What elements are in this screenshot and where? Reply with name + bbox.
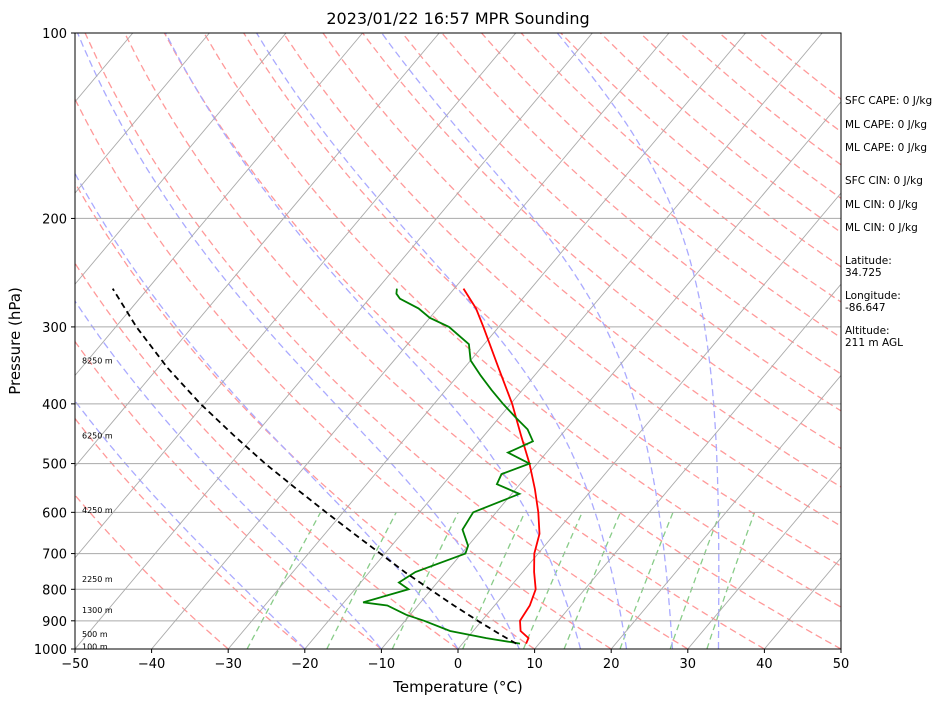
x-tick-label: −30 bbox=[214, 657, 241, 672]
isotherm-line bbox=[151, 33, 670, 649]
dry-adiabat-line bbox=[282, 33, 841, 527]
y-tick-label: 200 bbox=[42, 212, 67, 227]
profile-line-1 bbox=[462, 288, 541, 644]
y-tick-label: 800 bbox=[42, 583, 67, 598]
mixing-ratio-line bbox=[246, 511, 322, 649]
x-tick-label: 50 bbox=[833, 657, 850, 672]
parameter-text: SFC CIN: 0 J/kg bbox=[845, 175, 923, 187]
isotherm-line bbox=[75, 33, 440, 468]
moist-adiabat-line bbox=[75, 399, 306, 649]
dry-adiabat-line bbox=[481, 33, 841, 339]
x-tick-label: 20 bbox=[603, 657, 620, 672]
y-tick-label: 500 bbox=[42, 458, 67, 473]
height-label: 1300 m bbox=[82, 606, 113, 615]
moist-adiabat-line bbox=[256, 33, 628, 649]
dry-adiabat-line bbox=[75, 262, 459, 649]
height-label: 100 m bbox=[82, 642, 108, 651]
parameter-panel: SFC CAPE: 0 J/kg ML CAPE: 0 J/kg ML CAPE: … bbox=[845, 95, 932, 349]
y-tick-label: 600 bbox=[42, 506, 67, 521]
moist-adiabat-line bbox=[75, 299, 382, 649]
x-tick-label: 40 bbox=[756, 657, 773, 672]
reference-lines bbox=[75, 33, 841, 649]
parameter-text: ML CAPE: 0 J/kg bbox=[845, 119, 927, 131]
x-tick-label: −20 bbox=[291, 657, 318, 672]
parameter-text: Longitude: bbox=[845, 290, 901, 302]
y-axis-label: Pressure (hPa) bbox=[6, 287, 24, 395]
isotherm-line bbox=[304, 33, 823, 649]
parameter-text: -86.647 bbox=[845, 302, 886, 314]
x-tick-label: −10 bbox=[368, 657, 395, 672]
height-labels: 100 m 500 m 1300 m 2250 m 4250 m 6250 m 8250 m bbox=[82, 356, 113, 651]
profile-line-3 bbox=[111, 288, 517, 645]
x-axis-label: Temperature (°C) bbox=[392, 678, 522, 696]
parameter-text: ML CAPE: 0 J/kg bbox=[845, 142, 927, 154]
height-label: 2250 m bbox=[82, 575, 113, 584]
y-tick-label: 700 bbox=[42, 548, 67, 563]
dry-adiabat-line bbox=[75, 97, 612, 649]
isotherm-line bbox=[75, 33, 363, 377]
isotherm-line bbox=[75, 33, 210, 194]
height-label: 8250 m bbox=[82, 356, 113, 365]
isotherm-line bbox=[75, 33, 287, 285]
parameter-text: 211 m AGL bbox=[845, 337, 903, 349]
x-tick-label: 0 bbox=[454, 657, 462, 672]
dry-adiabat-line bbox=[124, 33, 765, 649]
isotherm-line bbox=[75, 33, 517, 559]
dry-adiabat-line bbox=[75, 417, 306, 649]
x-tick-label: 30 bbox=[680, 657, 697, 672]
x-axis-ticks: −50 −40 −30 −20 −10 0 10 20 30 40 50 bbox=[61, 649, 849, 672]
isotherm-line bbox=[687, 465, 841, 649]
y-tick-label: 100 bbox=[42, 27, 67, 42]
parameter-text: SFC CAPE: 0 J/kg bbox=[845, 95, 932, 107]
mixing-ratio-line bbox=[391, 512, 459, 649]
y-tick-label: 400 bbox=[42, 398, 67, 413]
x-tick-label: 10 bbox=[526, 657, 543, 672]
parameter-text: 34.725 bbox=[845, 267, 882, 279]
dry-adiabat-line bbox=[75, 494, 229, 649]
parameter-text: ML CIN: 0 J/kg bbox=[845, 222, 918, 234]
parameter-text: Altitude: bbox=[845, 325, 890, 337]
dry-adiabat-line bbox=[520, 33, 841, 303]
isotherm-line bbox=[610, 374, 841, 649]
isotherm-line bbox=[227, 33, 746, 649]
y-tick-label: 300 bbox=[42, 321, 67, 336]
dry-adiabat-line bbox=[441, 33, 841, 375]
height-label: 500 m bbox=[82, 630, 108, 639]
moist-adiabat-line bbox=[75, 172, 459, 649]
mixing-ratio-line bbox=[326, 512, 397, 649]
moist-adiabat-line bbox=[381, 33, 674, 649]
dry-adiabat-line bbox=[322, 33, 841, 488]
mixing-ratio-line bbox=[522, 512, 583, 649]
parameter-text: ML CIN: 0 J/kg bbox=[845, 199, 918, 211]
x-tick-label: −40 bbox=[138, 657, 165, 672]
moist-adiabat-line bbox=[556, 33, 720, 649]
dry-adiabat-line bbox=[243, 33, 841, 567]
parameter-text: Latitude: bbox=[845, 255, 892, 267]
x-tick-label: −50 bbox=[61, 657, 88, 672]
height-label: 4250 m bbox=[82, 506, 113, 515]
pressure-gridlines bbox=[75, 33, 841, 649]
moist-adiabat-line bbox=[165, 33, 582, 649]
dry-adiabat-line bbox=[203, 33, 841, 608]
y-tick-label: 1000 bbox=[34, 643, 67, 658]
isotherm-line bbox=[75, 33, 593, 649]
height-label: 6250 m bbox=[82, 431, 113, 440]
isotherm-line bbox=[534, 283, 841, 649]
y-axis-ticks: 1000 900 800 700 600 500 400 300 200 100 bbox=[34, 27, 75, 658]
sounding-profiles bbox=[111, 288, 541, 645]
y-tick-label: 900 bbox=[42, 615, 67, 630]
mixing-ratio-line bbox=[669, 512, 721, 649]
dry-adiabat-line bbox=[401, 33, 841, 412]
chart-title: 2023/01/22 16:57 MPR Sounding bbox=[326, 9, 589, 28]
moist-adiabat-line bbox=[77, 33, 520, 649]
isotherm-line bbox=[457, 192, 841, 649]
dry-adiabat-line bbox=[362, 33, 841, 450]
profile-line-2 bbox=[362, 288, 535, 645]
dry-adiabat-line bbox=[75, 340, 382, 649]
dry-adiabat-line bbox=[163, 33, 841, 649]
